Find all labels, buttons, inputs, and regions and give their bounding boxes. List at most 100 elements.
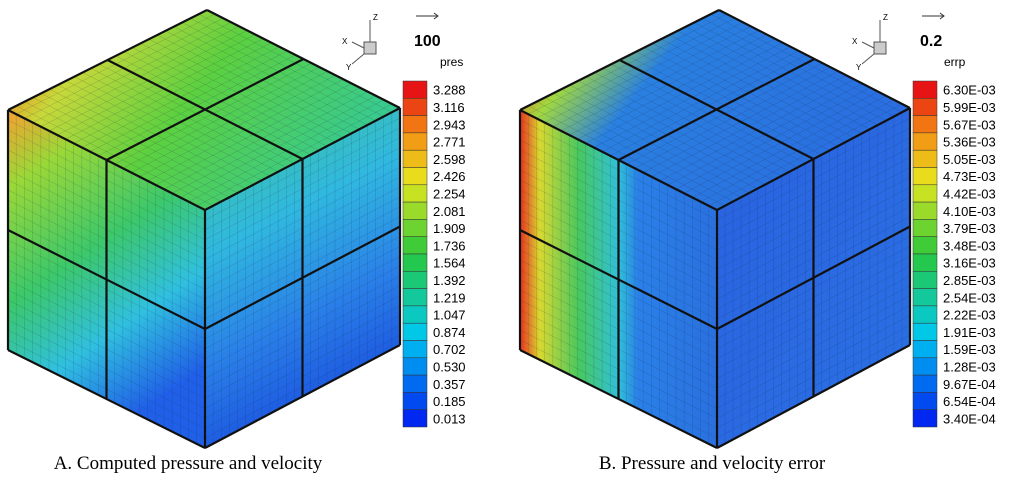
colorbar-label: 3.288 [433,83,466,98]
colorbar-label: 1.047 [433,308,466,323]
colorbar-label: 1.564 [433,256,466,271]
colorbar-label: 4.73E-03 [943,169,996,184]
colorbar-swatch [912,340,938,359]
colorbar-swatch [402,132,428,151]
colorbar-swatch [912,322,938,341]
colorbar-swatch [912,98,938,116]
colorbar-swatch [402,98,428,116]
colorbar-swatch [912,167,938,186]
colorbar-swatch [912,253,938,272]
colorbar-label: 1.736 [433,238,466,253]
colorbar-swatch [402,271,428,289]
axis-label: X [852,37,858,46]
block-edge [617,58,816,161]
colorbar-label: 3.79E-03 [943,221,996,236]
colorbar-label: 5.05E-03 [943,152,996,167]
colorbar-swatch [402,184,428,203]
colorbar-label: 4.10E-03 [943,204,996,219]
colorbar-swatch [402,80,428,99]
colorbar-swatch [912,115,938,134]
colorbar-label: 3.40E-04 [943,411,996,426]
colorbar-label: 1.219 [433,290,466,305]
colorbar-swatch [912,392,938,410]
colorbar-label: 0.530 [433,359,466,374]
reference-arrow-head [939,12,945,20]
colorbar-label: 2.254 [433,186,466,201]
variable-name: errp [944,55,966,69]
colorbar-label: 5.99E-03 [943,100,996,115]
colorbar-swatch [912,219,938,237]
axis-x [861,41,875,49]
reference-arrow-head [433,12,439,20]
axis-label: Y [856,63,862,72]
colorbar-label: 6.54E-04 [943,394,996,409]
colorbar-swatch [912,149,938,168]
axis-y [861,53,875,65]
colorbar-swatch [402,219,428,237]
colorbar-label: 0.357 [433,377,466,392]
colorbar-swatch [402,340,428,359]
colorbar-swatch [402,357,428,376]
vector-reference: 0.2 [920,33,942,50]
colorbar-swatch [912,236,938,255]
block-edge [105,58,305,161]
colorbar-swatch [402,149,428,168]
colorbar-label: 1.909 [433,221,466,236]
colorbar-label: 2.598 [433,152,466,167]
colorbar-swatch [912,132,938,151]
colorbar-label: 0.185 [433,394,466,409]
panel: Z X Y 100 pres 3.288 3.116 2.943 2.771 2.598 2.426… [6,9,466,474]
variable-name: pres [440,55,463,69]
colorbar-label: 5.36E-03 [943,135,996,150]
colorbar-swatch [402,409,428,428]
colorbar-swatch [402,392,428,410]
axis-label: Z [373,13,378,22]
colorbar-swatch [912,409,938,428]
colorbar-swatch [402,322,428,341]
colorbar-swatch [912,271,938,289]
axis-x [351,41,365,49]
colorbar-swatch [912,357,938,376]
colorbar-swatch [912,184,938,203]
colorbar-label: 2.943 [433,117,466,132]
colorbar-label: 2.22E-03 [943,308,996,323]
colorbar-label: 1.59E-03 [943,342,996,357]
colorbar-label: 0.013 [433,411,466,426]
colorbar-label: 5.67E-03 [943,117,996,132]
colorbar-label: 2.85E-03 [943,273,996,288]
colorbar-label: 1.392 [433,273,466,288]
colorbar-swatch [402,236,428,255]
vector-reference: 100 [414,33,441,50]
colorbar-label: 1.28E-03 [943,359,996,374]
colorbar-swatch [402,201,428,220]
colorbar-swatch [402,305,428,324]
colorbar-swatch [402,115,428,134]
colorbar-label: 4.42E-03 [943,186,996,201]
colorbar-label: 3.16E-03 [943,256,996,271]
colorbar-swatch [912,305,938,324]
colorbar-label: 1.91E-03 [943,325,996,340]
caption: A. Computed pressure and velocity [54,453,323,474]
colorbar-swatch [402,288,428,307]
axis-label: Z [883,13,888,22]
axis-cube [873,41,887,55]
colorbar-label: 3.48E-03 [943,238,996,253]
colorbar-swatch [402,167,428,186]
colorbar-swatch [912,374,938,393]
colorbar-label: 3.116 [433,100,465,115]
colorbar-swatch [402,253,428,272]
colorbar-label: 2.771 [433,135,466,150]
colorbar-label: 6.30E-03 [943,83,996,98]
colorbar-swatch [402,374,428,393]
axis-y [351,53,365,65]
axis-label: Y [346,63,352,72]
colorbar-label: 9.67E-04 [943,377,996,392]
colorbar-label: 2.426 [433,169,466,184]
colorbar-label: 2.081 [433,204,466,219]
axis-label: X [342,37,348,46]
caption: B. Pressure and velocity error [599,453,826,474]
colorbar-label: 0.874 [433,325,466,340]
colorbar-swatch [912,80,938,99]
